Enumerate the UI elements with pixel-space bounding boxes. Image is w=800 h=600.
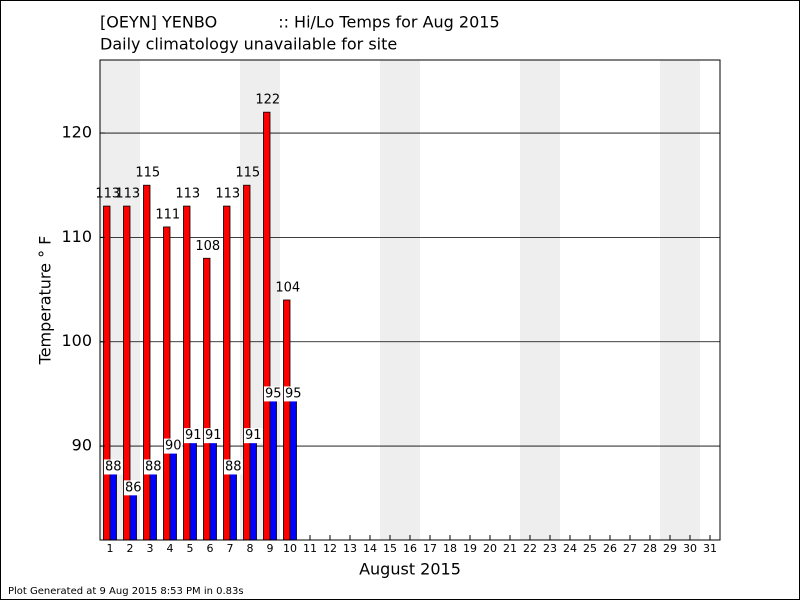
value-label: 88 [145,459,162,474]
value-label-bg [143,459,163,475]
value-label-bg [103,459,123,475]
x-tick-label: 22 [523,542,537,555]
bar [163,226,171,541]
x-tick-label: 29 [663,542,677,555]
shaded-day [400,60,420,540]
bar [283,299,291,541]
bar [169,445,177,541]
x-tick-label: 19 [463,542,477,555]
x-tick-label: 1 [107,542,114,555]
shaded-day [520,60,540,540]
bar [243,184,251,541]
value-label: 91 [205,428,222,443]
bar [269,393,277,541]
value-label: 90 [165,439,182,454]
x-tick-label: 4 [167,542,174,555]
value-label-bg [123,480,143,496]
x-tick-label: 25 [583,542,597,555]
value-label: 113 [215,187,240,202]
bar [263,111,271,541]
x-tick-label: 2 [127,542,134,555]
value-label: 115 [235,166,260,181]
value-label: 122 [255,93,280,108]
value-label: 108 [195,239,220,254]
value-label: 113 [115,187,140,202]
bar [103,205,111,541]
x-tick-label: 13 [343,542,357,555]
value-label-bg [183,428,203,444]
y-axis-label: Temperature ° F [36,236,55,366]
value-label: 104 [275,281,300,296]
bar [249,435,257,541]
shaded-day [380,60,400,540]
y-tick-label: 90 [72,436,92,455]
bar [229,466,237,541]
footer: Plot Generated at 9 Aug 2015 8:53 PM in … [8,586,244,597]
y-tick-label: 120 [61,123,92,142]
chart-subtitle: Daily climatology unavailable for site [100,35,397,54]
bar [209,435,217,541]
x-tick-label: 18 [443,542,457,555]
shaded-day [660,60,680,540]
value-label: 95 [265,386,282,401]
value-label: 95 [285,386,302,401]
value-label-bg [263,386,283,402]
bar [183,205,191,541]
x-tick-label: 7 [227,542,234,555]
x-tick-label: 14 [363,542,377,555]
x-axis-label: August 2015 [359,560,461,579]
value-label: 113 [175,187,200,202]
value-label: 86 [125,480,142,495]
x-tick-label: 17 [423,542,437,555]
value-label: 113 [95,187,120,202]
bar [203,257,211,541]
y-tick-label: 110 [61,227,92,246]
value-label: 115 [135,166,160,181]
value-label-bg [283,386,303,402]
shaded-day [540,60,560,540]
x-tick-label: 10 [283,542,297,555]
x-tick-label: 28 [643,542,657,555]
bar [109,466,117,541]
x-tick-label: 5 [187,542,194,555]
value-label-bg [163,438,183,454]
value-label: 91 [245,428,262,443]
x-tick-label: 24 [563,542,577,555]
plot-area [100,60,720,541]
x-tick-label: 26 [603,542,617,555]
value-label: 91 [185,428,202,443]
x-tick-label: 8 [247,542,254,555]
y-tick-label: 100 [61,331,92,350]
x-tick-label: 9 [267,542,274,555]
bar [129,487,137,541]
bar [143,184,151,541]
value-label: 88 [225,459,242,474]
x-tick-label: 30 [683,542,697,555]
x-tick-label: 12 [323,542,337,555]
x-tick-label: 16 [403,542,417,555]
chart-title: [OEYN] YENBO :: Hi/Lo Temps for Aug 2015 [100,13,500,32]
x-tick-label: 6 [207,542,214,555]
x-tick-label: 20 [483,542,497,555]
x-tick-label: 21 [503,542,517,555]
x-tick-label: 11 [303,542,317,555]
bar [149,466,157,541]
value-label-bg [223,459,243,475]
x-tick-label: 31 [703,542,717,555]
value-label: 111 [155,207,180,222]
shaded-day [680,60,700,540]
value-label-bg [203,428,223,444]
bar [223,205,231,541]
value-label-bg [243,428,263,444]
x-tick-label: 3 [147,542,154,555]
x-tick-label: 15 [383,542,397,555]
value-label: 88 [105,459,122,474]
x-tick-label: 27 [623,542,637,555]
bar [189,435,197,541]
bar [289,393,297,541]
x-tick-label: 23 [543,542,557,555]
